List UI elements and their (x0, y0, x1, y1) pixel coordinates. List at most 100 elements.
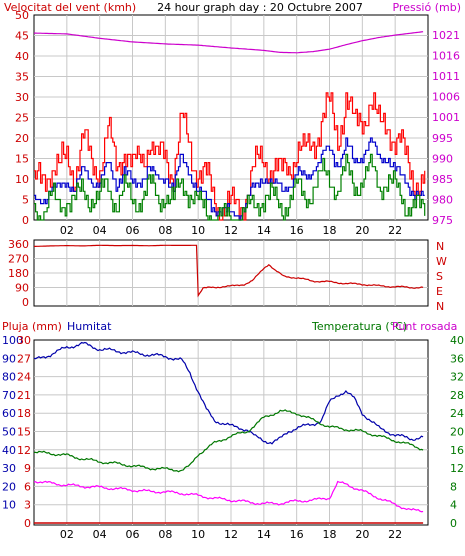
humidity-tick-label: 90 (2, 352, 16, 365)
direction-grid (34, 240, 428, 306)
direction-series (34, 244, 424, 298)
wind-speed-tick-label: 45 (15, 30, 29, 43)
temperature-ticks: 0 4 8 12 16 20 24 28 32 36 40 (450, 334, 464, 530)
rain-tick-label: 27 (17, 352, 31, 365)
temperature-tick-label: 28 (450, 389, 464, 402)
temperature-tick-label: 40 (450, 334, 464, 347)
wind-speed-tick-label: 35 (15, 71, 29, 84)
rain-ticks: 0 3 6 9 12 15 18 21 24 27 30 (17, 334, 31, 530)
direction-degree-label: 0 (22, 296, 29, 309)
time-tick-label: 22 (388, 224, 402, 237)
time-tick-label: 08 (158, 528, 172, 541)
chart-title: 24 hour graph day : 20 Octubre 2007 (157, 1, 363, 14)
time-tick-label: 16 (290, 224, 304, 237)
temperature-tick-label: 32 (450, 371, 464, 384)
series-line-ratxa-m-nima-kmh- (34, 153, 426, 221)
wind-speed-tick-label: 30 (15, 91, 29, 104)
time-tick-label: 18 (323, 224, 337, 237)
direction-degree-label: 90 (15, 282, 29, 295)
humidity-axis-title: Humitat (67, 320, 112, 333)
compass-label: S (436, 270, 443, 283)
wind-axis-title: Velocitat del vent (kmh) (4, 1, 136, 14)
time-tick-label: 02 (60, 528, 74, 541)
pressure-tick-label: 985 (432, 173, 453, 186)
rain-tick-label: 24 (17, 371, 31, 384)
wind-speed-tick-label: 0 (22, 214, 29, 227)
pressure-tick-label: 975 (432, 214, 453, 227)
time-tick-label: 04 (93, 528, 107, 541)
temperature-tick-label: 12 (450, 462, 464, 475)
humidity-tick-label: 70 (2, 389, 16, 402)
climate-series (33, 341, 424, 524)
pressure-tick-label: 1021 (432, 29, 460, 42)
wind-speed-tick-label: 20 (15, 132, 29, 145)
pressure-tick-label: 1001 (432, 111, 460, 124)
temperature-tick-label: 16 (450, 444, 464, 457)
rain-tick-label: 15 (17, 426, 31, 439)
time-tick-label: 18 (323, 528, 337, 541)
pressure-tick-label: 995 (432, 132, 453, 145)
direction-degree-label: 270 (8, 253, 29, 266)
series-line-punt-rosada (33, 480, 424, 513)
temperature-tick-label: 24 (450, 407, 464, 420)
wind-speed-tick-label: 15 (15, 153, 29, 166)
dew-point-axis-title: Punt rosada (392, 320, 457, 333)
time-tick-label: 20 (355, 528, 369, 541)
humidity-ticks: 10 20 30 40 50 60 70 80 90 100 (2, 334, 23, 512)
time-tick-label: 22 (388, 528, 402, 541)
pressure-tick-label: 1011 (432, 70, 460, 83)
humidity-tick-label: 80 (2, 371, 16, 384)
wind-speed-tick-label: 50 (15, 9, 29, 22)
time-tick-label: 14 (257, 224, 271, 237)
time-tick-label: 06 (126, 528, 140, 541)
pressure-tick-label: 990 (432, 152, 453, 165)
rain-tick-label: 12 (17, 444, 31, 457)
rain-tick-label: 30 (17, 334, 31, 347)
series-line-temperatura-c- (34, 409, 424, 473)
series-line-wind-direction (34, 244, 424, 298)
series-line-pressi-mb- (34, 31, 424, 54)
direction-degree-label: 360 (8, 238, 29, 251)
wind-speed-tick-label: 25 (15, 112, 29, 125)
wind-time-ticks: 02 04 06 08 10 12 14 16 18 20 22 (60, 224, 402, 237)
pressure-tick-label: 980 (432, 193, 453, 206)
wind-grid (34, 15, 428, 220)
time-tick-label: 20 (355, 224, 369, 237)
rain-axis-title: Pluja (mm) (2, 320, 62, 333)
pressure-tick-label: 1016 (432, 50, 460, 63)
wind-speed-tick-label: 10 (15, 173, 29, 186)
compass-label: N (436, 300, 444, 313)
time-tick-label: 10 (191, 528, 205, 541)
rain-tick-label: 3 (24, 499, 31, 512)
time-tick-label: 06 (126, 224, 140, 237)
pressure-ticks: 975 980 985 990 995 1001 1006 1011 1016 1021 (432, 29, 460, 227)
rain-tick-label: 9 (24, 462, 31, 475)
wind-speed-tick-label: 40 (15, 50, 29, 63)
humidity-tick-label: 60 (2, 407, 16, 420)
time-tick-label: 12 (224, 224, 238, 237)
climate-panel: Pluja (mm) Humitat Temperatura (°C) Punt… (2, 320, 464, 541)
temperature-tick-label: 20 (450, 426, 464, 439)
temperature-axis-title: Temperatura (°C) (311, 320, 407, 333)
wind-speed-ticks: 0 5 10 15 20 25 30 35 40 45 50 (15, 9, 29, 227)
wind-speed-tick-label: 5 (22, 194, 29, 207)
pressure-axis-title: Pressió (mb) (392, 1, 461, 14)
humidity-tick-label: 50 (2, 426, 16, 439)
wind-series (34, 31, 426, 221)
rain-tick-label: 6 (24, 480, 31, 493)
humidity-tick-label: 100 (2, 334, 23, 347)
time-tick-label: 08 (158, 224, 172, 237)
compass-label: E (436, 285, 443, 298)
rain-tick-label: 0 (24, 517, 31, 530)
time-tick-label: 10 (191, 224, 205, 237)
humidity-tick-label: 30 (2, 462, 16, 475)
temperature-tick-label: 4 (450, 499, 457, 512)
rain-tick-label: 18 (17, 407, 31, 420)
humidity-tick-label: 10 (2, 499, 16, 512)
pressure-tick-label: 1006 (432, 91, 460, 104)
rain-tick-label: 21 (17, 389, 31, 402)
